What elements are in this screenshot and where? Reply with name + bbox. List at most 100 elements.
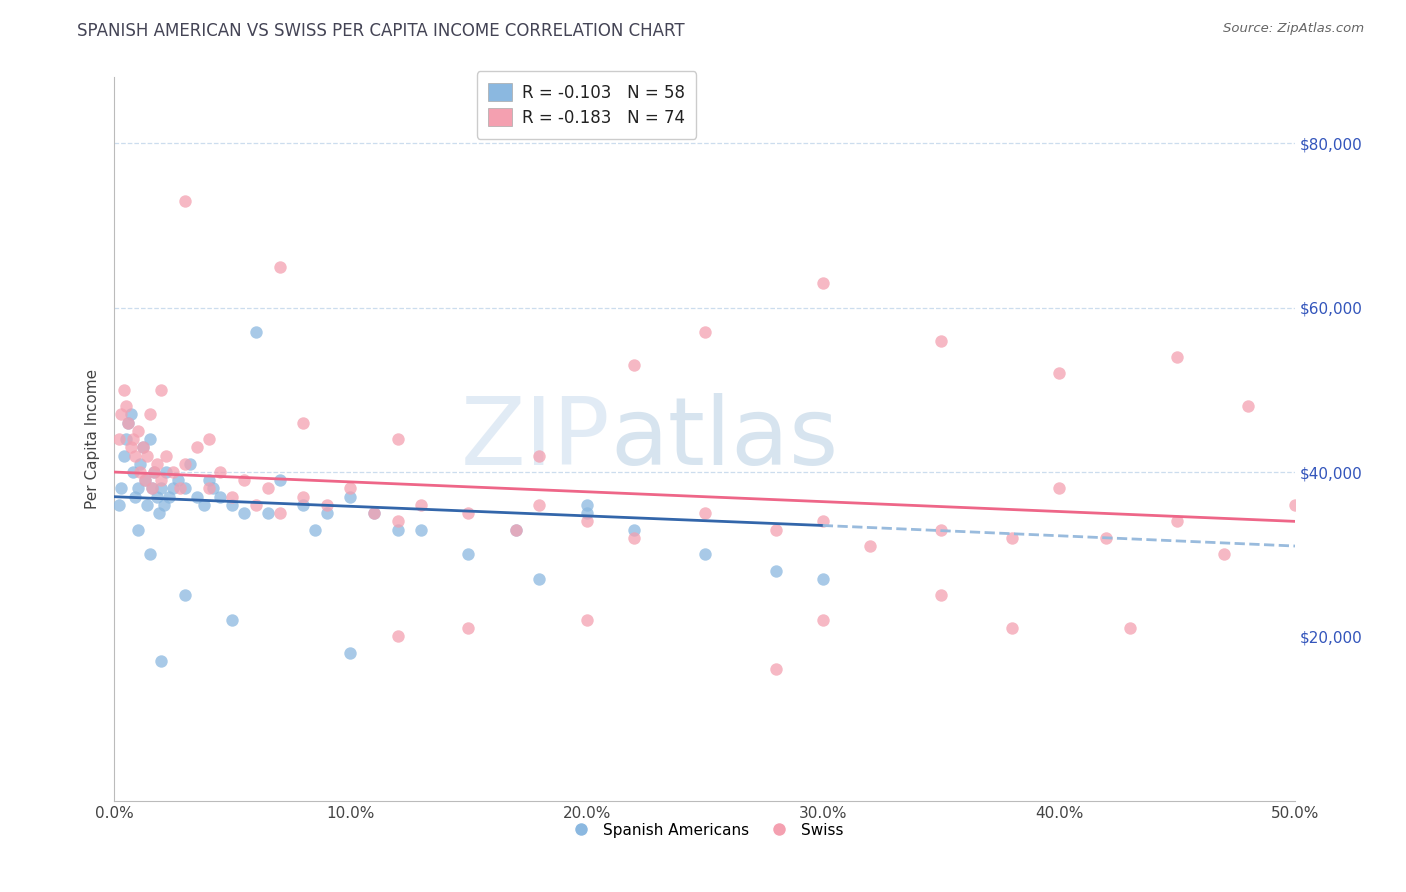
Point (765, 564, 787, 578)
Point (134, 473, 156, 487)
Point (108, 432, 131, 446)
Text: atlas: atlas (610, 393, 838, 485)
Point (505, 523, 527, 537)
Point (529, 572, 551, 586)
Point (693, 547, 716, 561)
Point (1001, 621, 1024, 635)
Point (387, 432, 409, 446)
Point (929, 523, 952, 537)
Point (304, 523, 326, 537)
Point (811, 613, 834, 627)
Point (929, 588, 952, 602)
Point (120, 441, 142, 455)
Point (505, 523, 527, 537)
Point (575, 514, 598, 528)
Point (339, 482, 361, 496)
Point (150, 473, 173, 487)
Point (186, 490, 208, 504)
Point (269, 506, 291, 520)
Point (1095, 531, 1118, 545)
Legend: Spanish Americans, Swiss: Spanish Americans, Swiss (560, 817, 849, 844)
Point (141, 482, 163, 496)
Point (233, 506, 256, 520)
Point (1166, 514, 1188, 528)
Point (292, 490, 315, 504)
Point (115, 399, 138, 413)
Point (693, 326, 716, 340)
Point (363, 506, 385, 520)
Point (136, 498, 159, 512)
Point (245, 326, 267, 340)
Point (529, 449, 551, 463)
Point (174, 588, 197, 602)
Point (143, 465, 166, 479)
Point (108, 498, 131, 512)
Point (145, 457, 167, 471)
Point (292, 416, 315, 430)
Point (110, 482, 132, 496)
Point (457, 621, 479, 635)
Point (256, 506, 278, 520)
Point (129, 465, 152, 479)
Point (120, 408, 142, 422)
Point (1284, 498, 1306, 512)
Point (150, 383, 173, 397)
Point (221, 613, 243, 627)
Point (197, 473, 219, 487)
Point (221, 498, 243, 512)
Point (152, 498, 174, 512)
Point (115, 432, 138, 446)
Point (623, 358, 645, 372)
Point (124, 490, 146, 504)
Point (155, 449, 177, 463)
Point (929, 334, 952, 348)
Point (122, 432, 145, 446)
Point (141, 482, 163, 496)
Point (112, 449, 135, 463)
Point (339, 646, 361, 660)
Point (363, 506, 385, 520)
Point (256, 482, 278, 496)
Point (859, 539, 882, 553)
Point (179, 457, 201, 471)
Point (811, 514, 834, 528)
Point (174, 482, 197, 496)
Point (315, 498, 337, 512)
Point (143, 465, 166, 479)
Point (117, 416, 139, 430)
Point (765, 662, 787, 676)
Point (122, 465, 145, 479)
Point (245, 498, 267, 512)
Point (209, 490, 232, 504)
Point (1047, 482, 1070, 496)
Point (221, 490, 243, 504)
Point (162, 482, 184, 496)
Text: ZIP: ZIP (461, 393, 610, 485)
Y-axis label: Per Capita Income: Per Capita Income (86, 369, 100, 509)
Point (174, 457, 197, 471)
Point (127, 424, 149, 438)
Point (134, 473, 156, 487)
Point (575, 506, 598, 520)
Point (811, 572, 834, 586)
Point (529, 498, 551, 512)
Point (1213, 547, 1236, 561)
Point (1237, 399, 1260, 413)
Point (110, 408, 132, 422)
Point (145, 490, 167, 504)
Point (150, 654, 173, 668)
Point (387, 514, 409, 528)
Point (457, 547, 479, 561)
Point (457, 506, 479, 520)
Point (269, 473, 291, 487)
Point (150, 482, 173, 496)
Point (197, 432, 219, 446)
Point (162, 465, 184, 479)
Point (167, 473, 190, 487)
Point (136, 449, 159, 463)
Point (186, 441, 208, 455)
Point (138, 547, 160, 561)
Point (411, 498, 433, 512)
Point (292, 498, 315, 512)
Point (209, 465, 232, 479)
